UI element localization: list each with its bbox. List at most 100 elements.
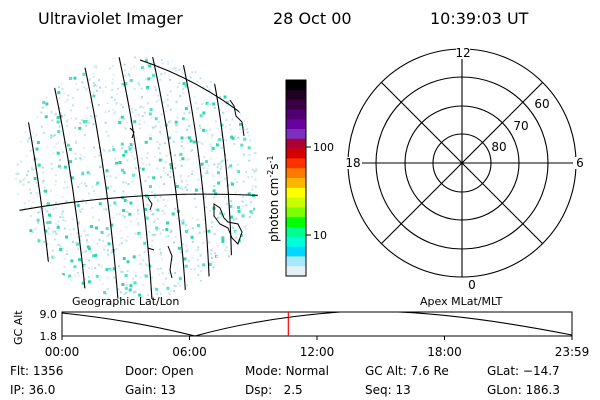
emission-pixel (55, 142, 58, 145)
emission-pixel (174, 120, 178, 124)
emission-pixel (173, 285, 176, 288)
mlat-label-70: 70 (513, 119, 528, 133)
polar-emission-pixel (477, 288, 479, 290)
emission-pixel (240, 143, 244, 147)
emission-pixel (50, 134, 52, 137)
emission-pixel (134, 109, 137, 112)
coastlines (129, 99, 245, 279)
emission-pixel (122, 209, 126, 212)
emission-pixel (94, 64, 97, 67)
emission-pixel (115, 102, 118, 105)
emission-pixel (164, 204, 167, 207)
emission-pixel (247, 192, 251, 196)
emission-pixel (254, 152, 257, 155)
emission-pixel (69, 160, 72, 164)
emission-pixel (125, 284, 128, 287)
emission-pixel (153, 192, 156, 195)
emission-pixel (117, 288, 120, 291)
emission-pixel (70, 176, 74, 180)
emission-pixel (229, 128, 232, 131)
emission-pixel (60, 83, 63, 85)
emission-pixel (157, 147, 160, 150)
emission-pixel (47, 77, 50, 80)
emission-pixel (213, 233, 216, 236)
polar-emission-pixel (531, 271, 534, 274)
emission-pixel (159, 126, 162, 129)
emission-pixel (37, 265, 40, 268)
emission-pixel (138, 254, 141, 257)
polar-emission-pixel (483, 285, 485, 287)
polar-emission-pixel (507, 280, 509, 282)
emission-pixel (257, 293, 259, 296)
emission-pixel (19, 140, 22, 143)
emission-pixel (231, 136, 235, 140)
emission-pixel (248, 100, 251, 102)
emission-pixel (196, 154, 199, 157)
emission-pixel (157, 227, 160, 230)
emission-pixel (151, 126, 154, 129)
emission-pixel (53, 257, 56, 260)
emission-pixel (77, 222, 80, 225)
emission-pixel (259, 70, 261, 72)
polar-emission-pixel (481, 288, 483, 290)
emission-pixel (30, 58, 33, 61)
emission-pixel (235, 287, 238, 290)
emission-pixel (224, 125, 227, 128)
emission-pixel (154, 124, 157, 127)
emission-pixel (122, 153, 126, 157)
emission-pixel (146, 203, 149, 206)
emission-pixel (107, 134, 110, 137)
emission-pixel (43, 131, 46, 134)
polar-emission-pixel (502, 283, 504, 285)
emission-pixel (94, 83, 97, 86)
emission-pixel (54, 238, 57, 241)
emission-pixel (174, 154, 176, 157)
emission-pixel (218, 274, 221, 277)
emission-pixel (39, 96, 42, 99)
emission-pixel (55, 298, 58, 300)
emission-pixel (169, 120, 172, 122)
emission-pixel (182, 147, 185, 150)
emission-pixel (61, 196, 64, 198)
emission-pixel (64, 101, 67, 104)
emission-pixel (30, 80, 33, 83)
emission-pixel (111, 88, 114, 91)
emission-pixel (178, 277, 182, 281)
polar-emission-pixel (509, 279, 511, 281)
emission-pixel (169, 290, 172, 293)
emission-pixel (32, 231, 34, 234)
emission-pixel (115, 103, 118, 106)
emission-pixel (156, 292, 159, 295)
emission-pixel (46, 272, 49, 275)
emission-pixel (196, 80, 199, 83)
emission-pixel (88, 259, 91, 262)
emission-pixel (28, 199, 30, 202)
colorbar-tick-100: 100 (313, 141, 334, 154)
emission-pixel (80, 272, 83, 275)
emission-pixel (53, 134, 56, 137)
emission-pixel (92, 254, 95, 258)
emission-pixel (230, 182, 234, 186)
emission-pixel (150, 276, 153, 279)
emission-pixel (69, 233, 72, 236)
emission-pixel (249, 139, 252, 142)
emission-pixel (56, 57, 59, 60)
emission-pixel (239, 78, 242, 81)
emission-pixel (173, 290, 175, 293)
emission-pixel (66, 118, 69, 121)
emission-pixel (194, 62, 197, 65)
emission-pixel (57, 86, 60, 89)
emission-pixel (244, 120, 246, 123)
emission-pixel (126, 235, 129, 238)
emission-pixel (29, 188, 32, 191)
emission-pixel (16, 163, 19, 166)
emission-pixel (249, 210, 253, 214)
emission-pixel (169, 176, 172, 179)
emission-pixel (24, 131, 27, 134)
emission-pixel (61, 213, 63, 216)
emission-pixel (210, 146, 213, 149)
emission-pixel (119, 291, 122, 294)
emission-pixel (124, 74, 127, 77)
emission-pixel (137, 114, 140, 117)
emission-pixel (223, 243, 226, 246)
